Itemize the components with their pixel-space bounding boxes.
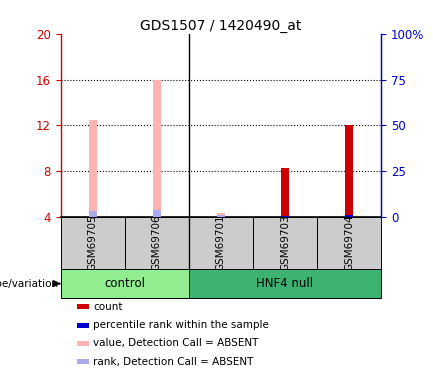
Bar	[77, 341, 89, 346]
Bar	[153, 210, 161, 217]
Text: count: count	[93, 302, 123, 312]
Text: HNF4 null: HNF4 null	[256, 277, 313, 290]
Text: value, Detection Call = ABSENT: value, Detection Call = ABSENT	[93, 338, 259, 348]
Text: percentile rank within the sample: percentile rank within the sample	[93, 320, 269, 330]
Bar	[125, 217, 189, 269]
Text: GSM69705: GSM69705	[87, 215, 98, 272]
Text: rank, Detection Call = ABSENT: rank, Detection Call = ABSENT	[93, 357, 254, 367]
Bar	[345, 125, 353, 217]
Bar	[61, 217, 125, 269]
Text: GSM69706: GSM69706	[152, 215, 162, 272]
Bar	[89, 120, 97, 217]
Text: GSM69703: GSM69703	[280, 215, 290, 272]
Bar	[77, 359, 89, 364]
Bar	[89, 211, 97, 217]
Title: GDS1507 / 1420490_at: GDS1507 / 1420490_at	[140, 19, 301, 33]
Text: genotype/variation: genotype/variation	[0, 279, 58, 289]
Bar	[153, 80, 161, 217]
Bar	[217, 213, 225, 217]
Bar	[189, 217, 253, 269]
Text: control: control	[104, 277, 145, 290]
Bar	[77, 304, 89, 309]
Bar	[217, 215, 225, 217]
Bar	[317, 217, 381, 269]
Bar	[281, 168, 289, 217]
Text: GSM69704: GSM69704	[344, 215, 354, 272]
Bar	[281, 216, 289, 217]
Bar	[345, 214, 353, 217]
Bar	[61, 269, 189, 298]
Bar	[253, 217, 317, 269]
Bar	[189, 269, 381, 298]
Text: GSM69701: GSM69701	[216, 215, 226, 272]
Bar	[77, 322, 89, 328]
